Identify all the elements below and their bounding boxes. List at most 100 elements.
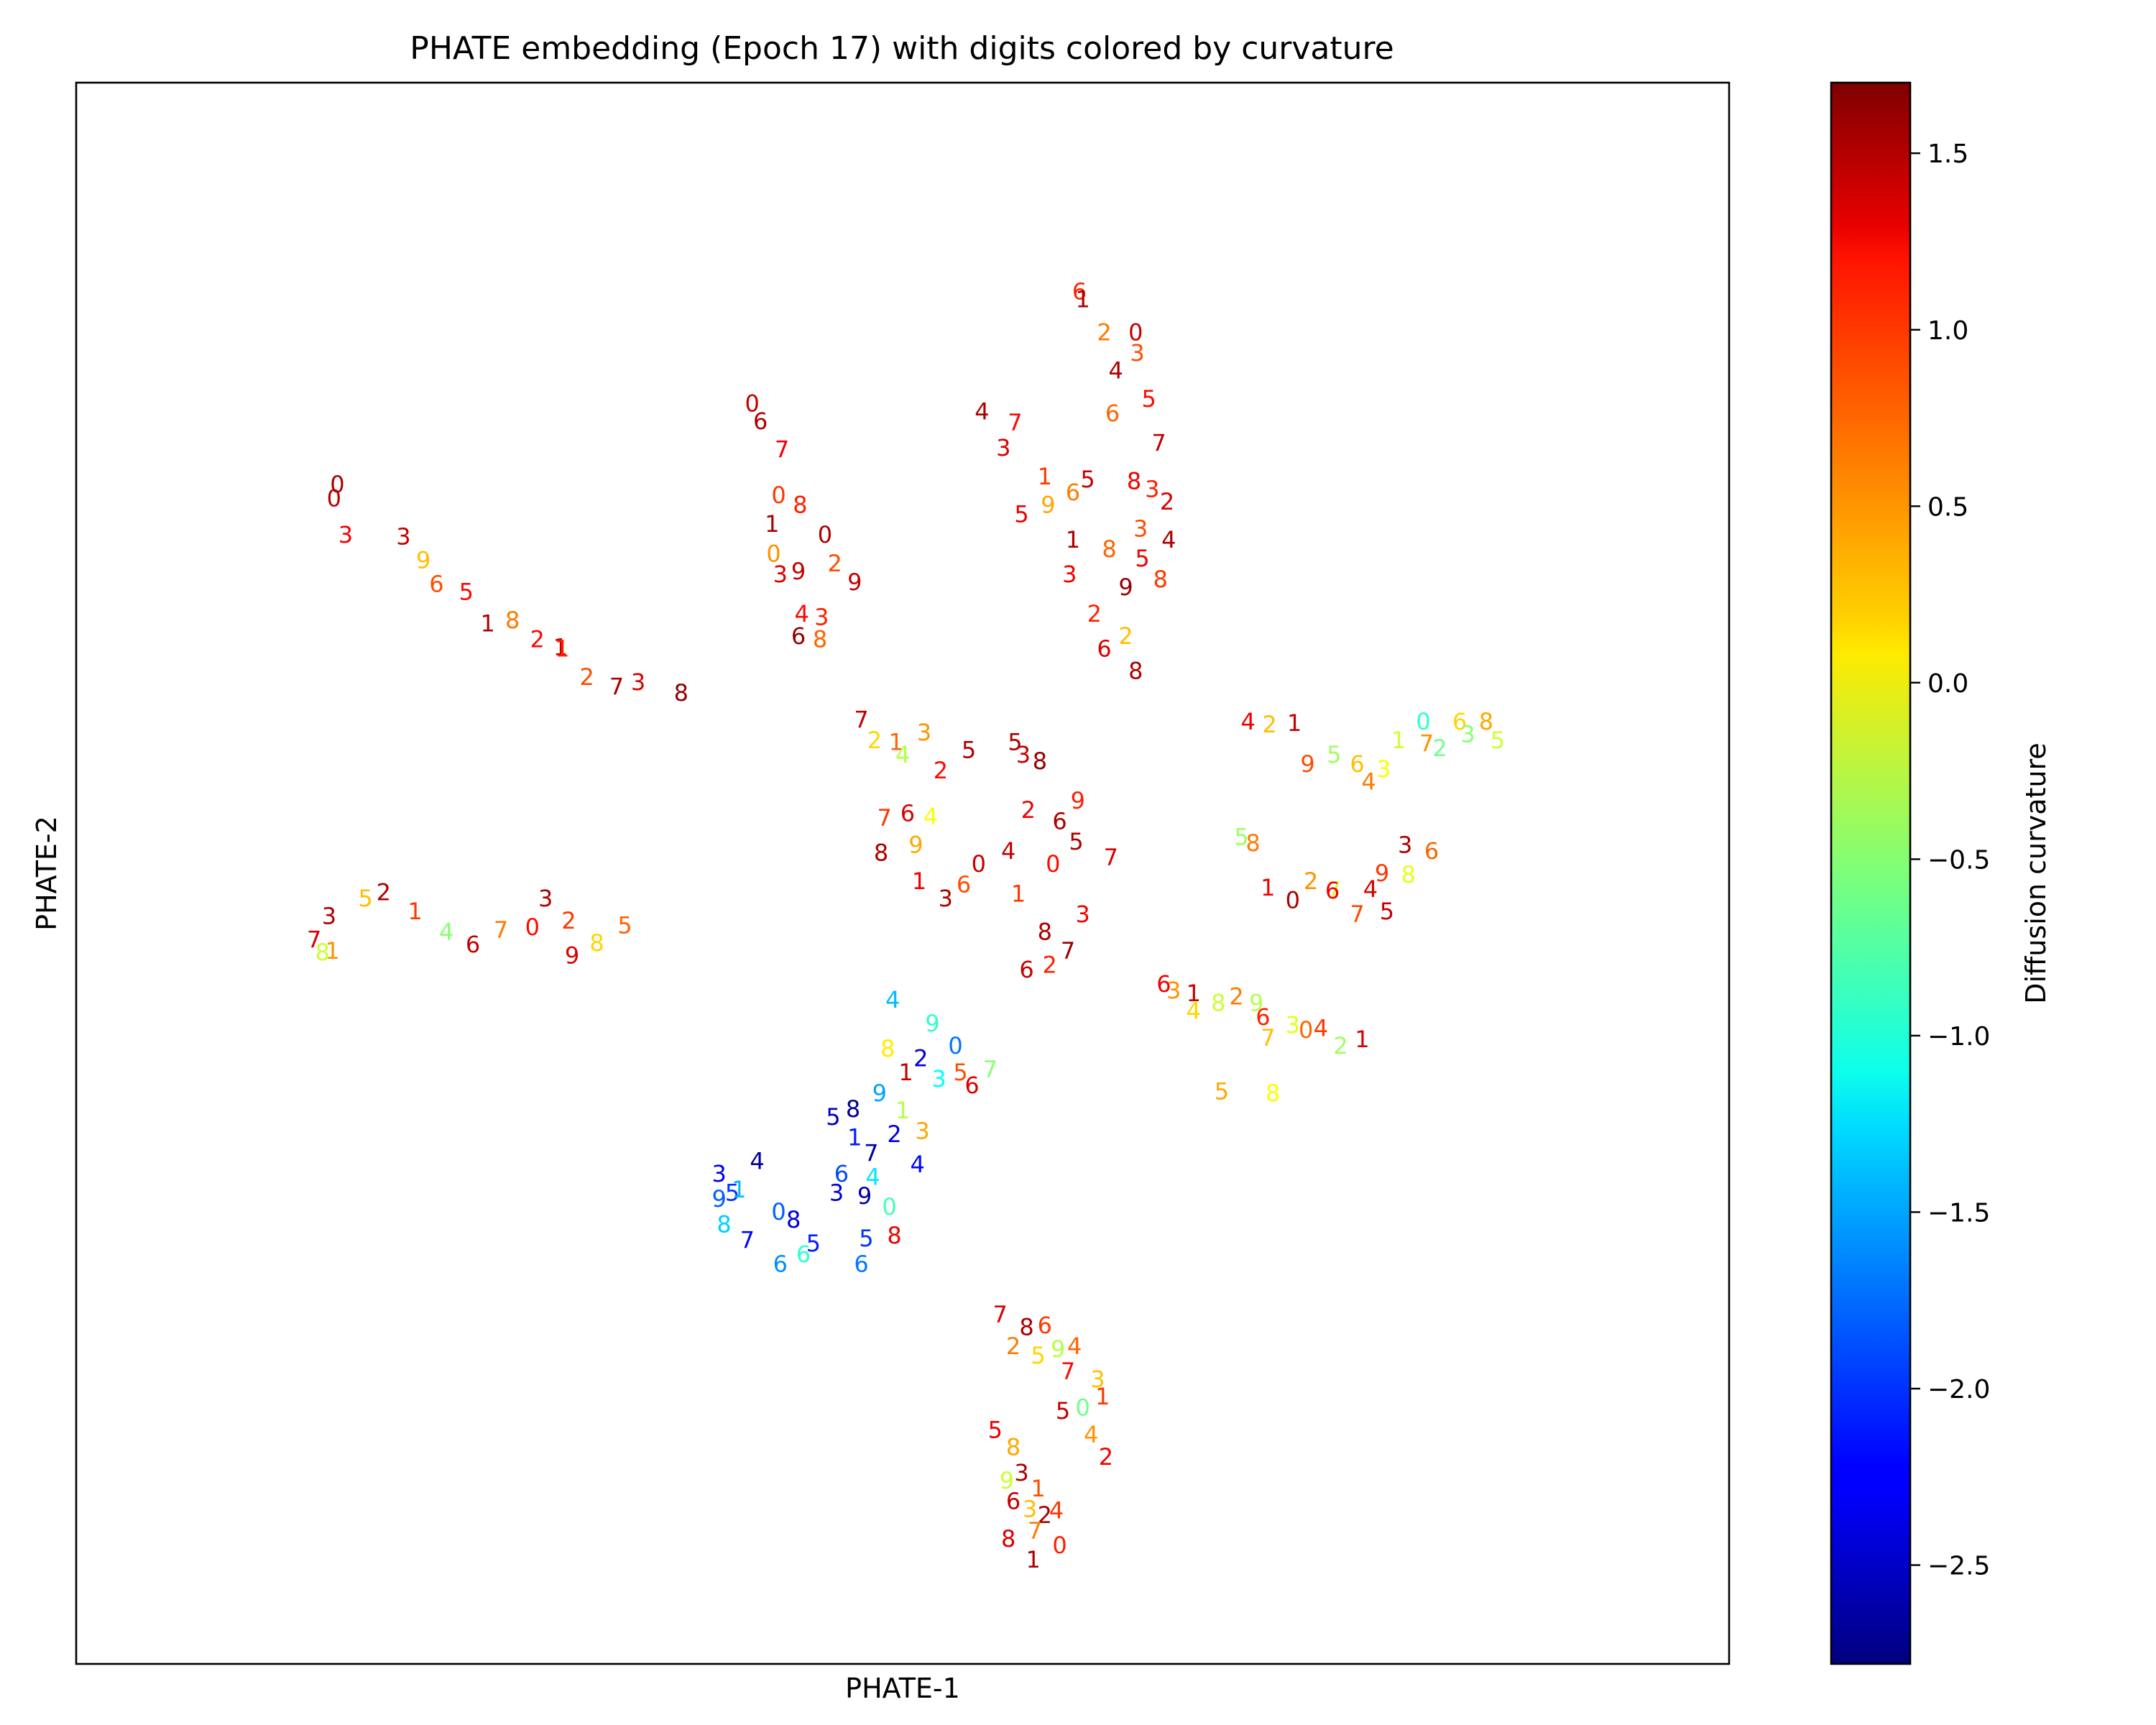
digit-point: 6 [1097,635,1111,663]
digit-point: 2 [1038,1501,1052,1529]
digit-point: 0 [771,482,786,509]
digit-point: 5 [1080,466,1095,493]
digit-point: 1 [1355,1026,1369,1053]
digit-point: 1 [1011,880,1026,908]
digit-point: 3 [712,1160,727,1187]
digit-point: 6 [1424,837,1439,865]
digit-point: 3 [1133,515,1148,542]
digit-point: 5 [1215,1078,1229,1105]
digit-point: 6 [1052,807,1067,834]
digit-point: 7 [1104,844,1118,871]
digit-point: 8 [887,1222,901,1249]
digit-point: 1 [1287,709,1302,737]
digit-point: 3 [917,719,931,746]
digit-point: 2 [1333,1032,1348,1059]
digit-point: 2 [828,550,842,577]
digit-point: 0 [1052,1532,1067,1559]
digit-point: 3 [338,521,353,548]
digit-point: 5 [1491,727,1505,754]
digit-point: 3 [1062,561,1077,588]
digit-point: 6 [1325,877,1340,904]
digit-point: 3 [1286,1011,1300,1039]
digit-point: 7 [877,804,892,832]
digit-point: 5 [1380,898,1394,925]
digit-point: 5 [1031,1342,1045,1369]
digit-point: 4 [1049,1497,1064,1524]
digit-point: 5 [1069,828,1083,855]
digit-point: 5 [806,1230,821,1257]
digit-point: 5 [358,885,372,912]
digit-point: 9 [872,1080,887,1107]
digit-point: 9 [1300,750,1314,778]
digit-point: 5 [725,1179,740,1206]
digit-point: 1 [481,610,495,637]
digit-point: 4 [1241,708,1256,735]
digit-point: 7 [1028,1517,1042,1545]
digit-point: 8 [1128,657,1143,684]
digit-point: 9 [1041,491,1055,518]
digit-point: 4 [1361,768,1376,795]
digit-point: 3 [1145,475,1159,502]
digit-point: 7 [1261,1024,1275,1052]
digit-point: 7 [494,916,508,944]
digit-point: 6 [1256,1003,1270,1031]
digit-point: 3 [829,1179,844,1206]
digit-point: 3 [1076,901,1090,928]
digit-point: 9 [1071,787,1085,814]
digit-point: 9 [1051,1335,1065,1363]
digit-point: 7 [993,1301,1008,1328]
colorbar-tick-label: 1.5 [1927,139,1968,169]
digit-point: 3 [931,1065,946,1092]
digit-point: 6 [1006,1487,1021,1514]
digit-point: 6 [796,1241,811,1268]
x-axis-label: PHATE-1 [845,1673,960,1704]
digit-point: 0 [771,1198,786,1225]
digit-point: 1 [765,510,779,538]
digit-point: 8 [1211,989,1225,1016]
digit-point: 1 [1095,1383,1110,1410]
digit-point: 5 [1056,1397,1070,1425]
digit-point: 3 [396,523,410,550]
digit-point: 0 [1046,850,1060,878]
digit-point: 6 [1072,277,1087,305]
chart-title: PHATE embedding (Epoch 17) with digits c… [410,30,1393,67]
digit-point: 8 [874,839,888,866]
digit-point: 6 [964,1072,979,1099]
digit-point: 3 [915,1118,929,1145]
digit-point: 1 [1066,526,1080,553]
digit-point: 4 [865,1163,880,1190]
digit-point: 2 [530,625,545,653]
digit-point: 8 [1266,1080,1280,1107]
digit-point: 8 [1001,1525,1015,1552]
digit-point: 9 [1118,574,1133,601]
digit-point: 5 [826,1103,840,1131]
digit-point: 5 [1008,728,1022,755]
digit-point: 6 [1350,750,1364,778]
digit-point: 2 [913,1044,928,1072]
digit-point: 7 [609,673,624,700]
digit-point: 1 [555,635,569,663]
digit-point: 1 [1026,1546,1041,1573]
digit-point: 6 [1038,1312,1052,1339]
digit-point: 9 [1249,989,1263,1016]
digit-point: 3 [1090,1366,1105,1393]
colorbar-label: Diffusion curvature [2020,742,2052,1003]
digit-point: 1 [1187,980,1201,1007]
digit-point: 2 [1432,735,1447,762]
colorbar-tick-label: 1.0 [1927,316,1968,346]
digit-point: 1 [1076,285,1090,313]
digit-point: 3 [939,885,953,912]
digit-point: 4 [1314,1015,1328,1042]
digit-point: 3 [1016,741,1031,768]
digit-point: 2 [1099,1443,1113,1471]
digit-point: 7 [1419,730,1434,758]
digit-point: 6 [854,1250,868,1277]
colorbar-tick-label: −2.5 [1927,1552,1990,1581]
digit-point: 3 [1130,339,1144,367]
digit-point: 6 [834,1160,849,1187]
digit-point: 9 [908,831,923,858]
digit-point: 4 [923,803,938,830]
digit-point: 4 [975,398,989,426]
